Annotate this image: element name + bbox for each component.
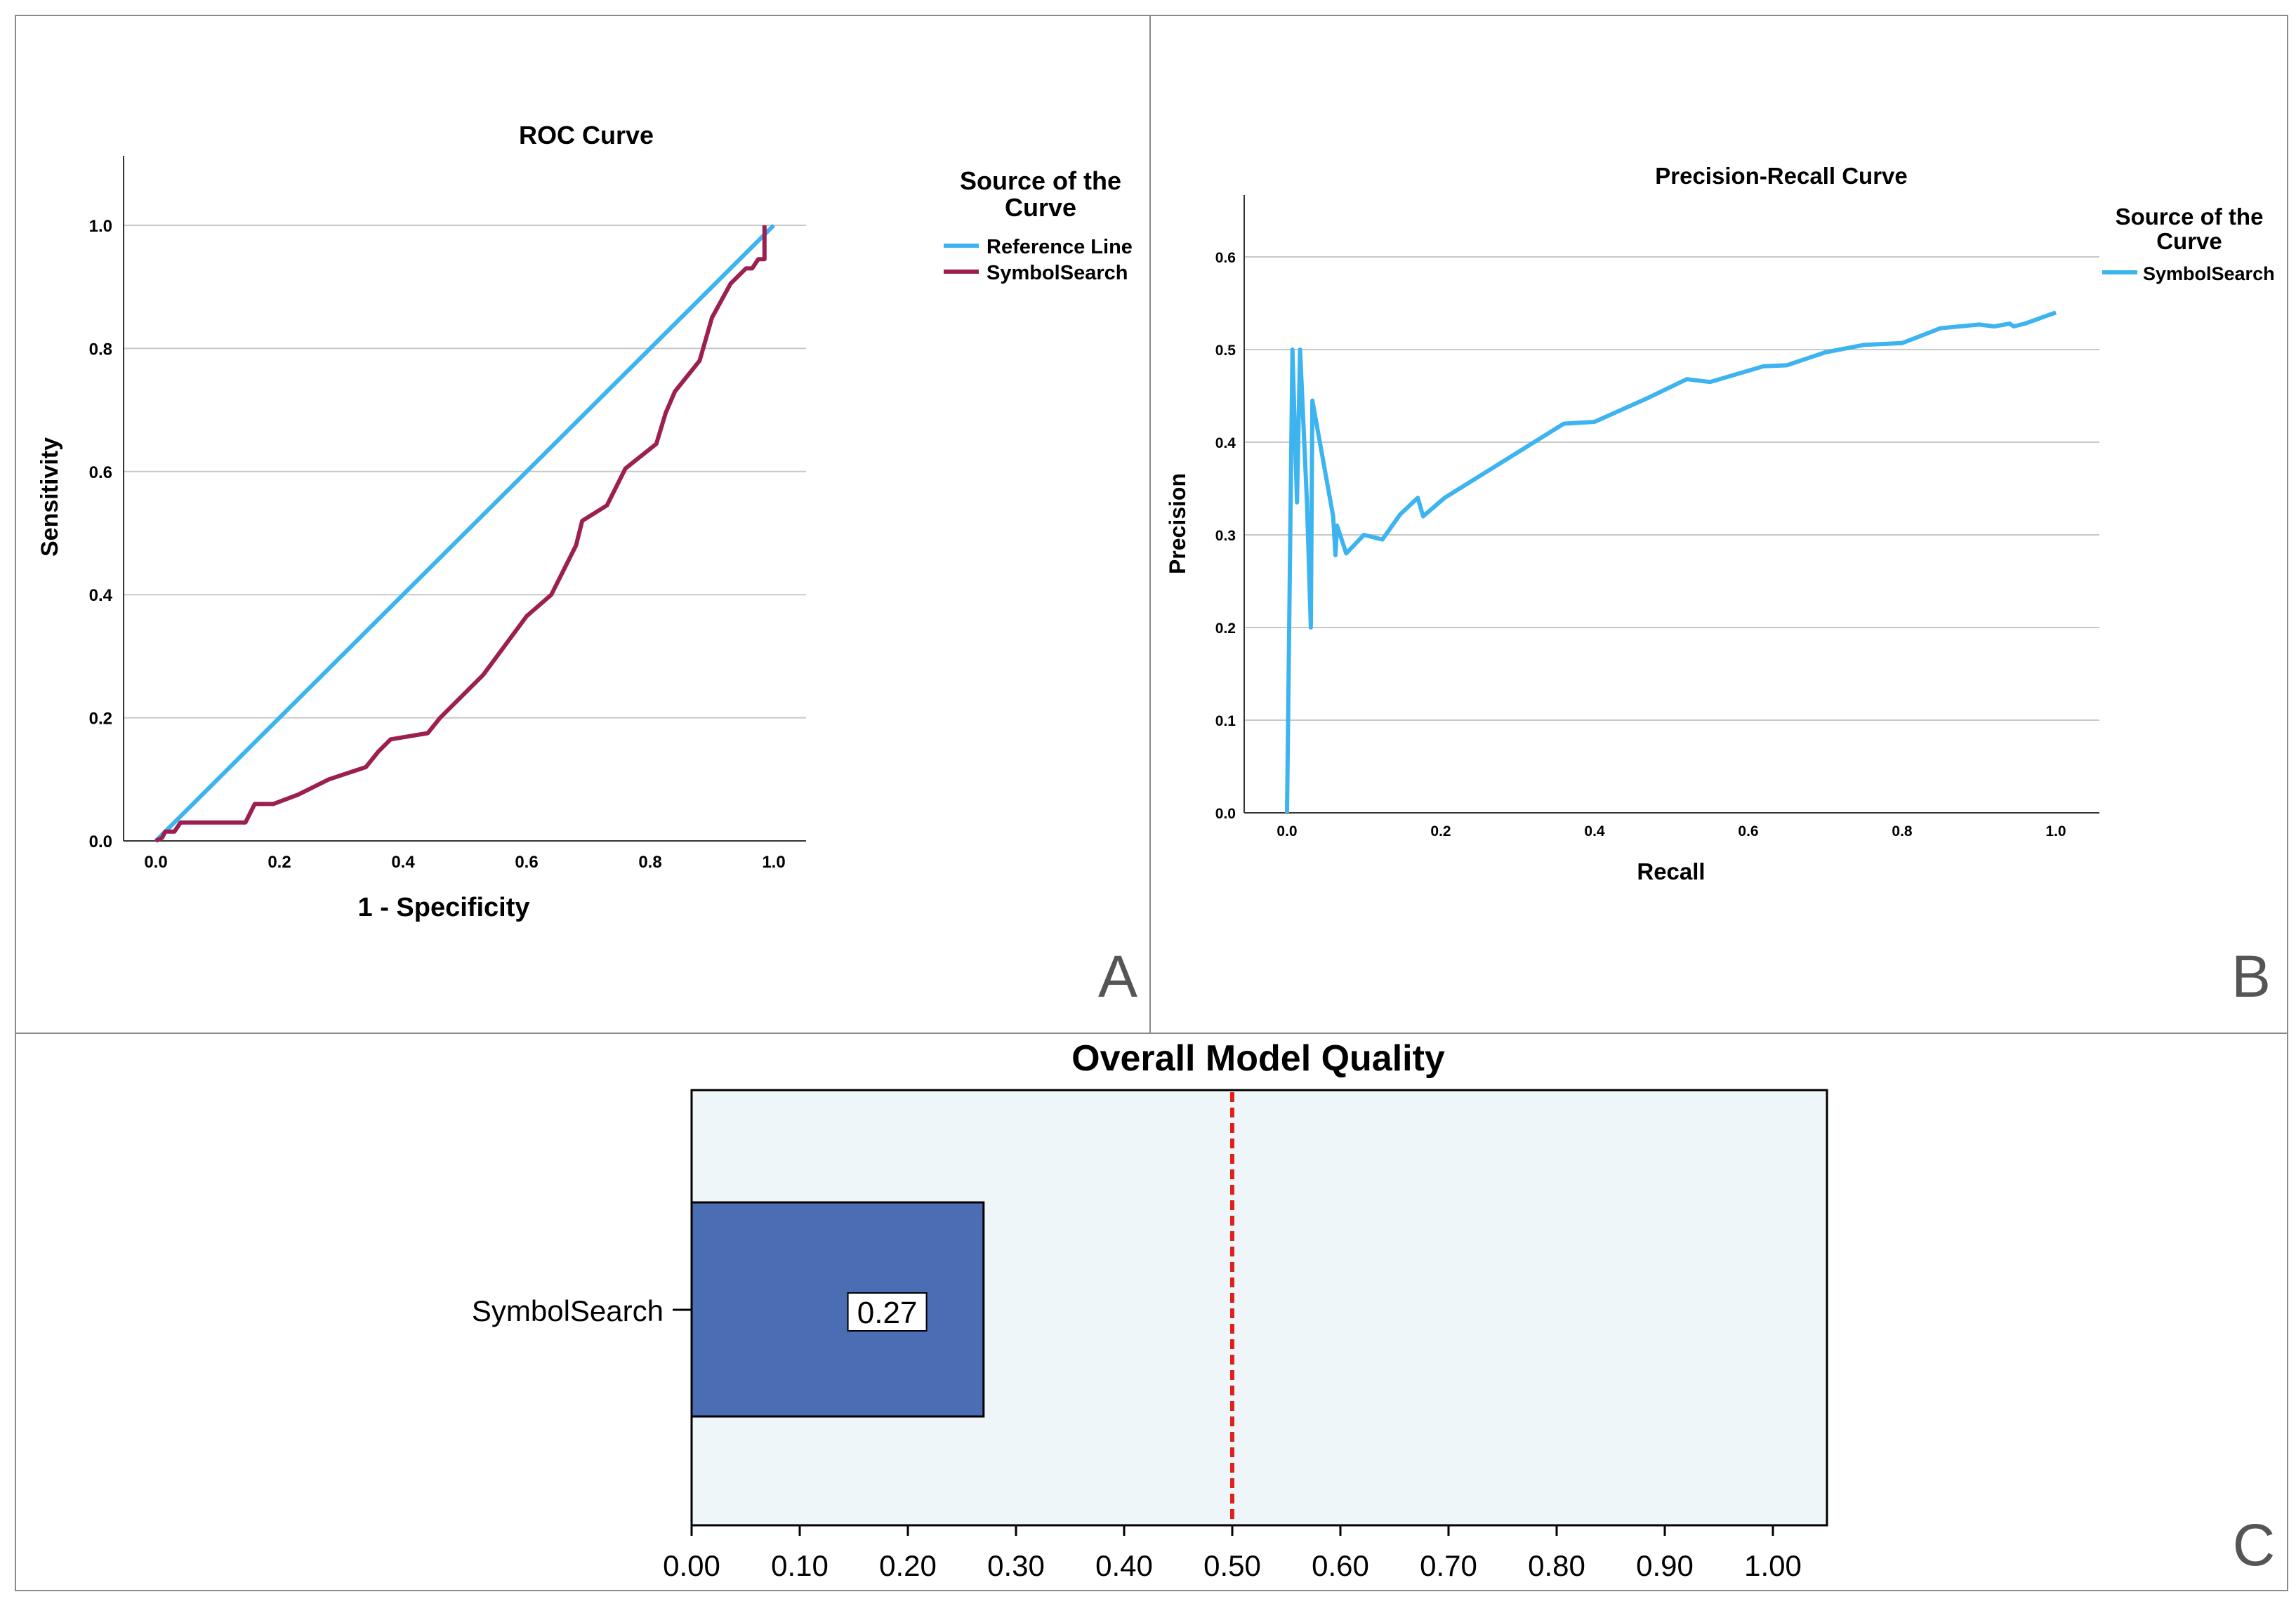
quality-x-tick-label: 0.30: [987, 1549, 1045, 1582]
roc-symbolsearch-line: [154, 225, 767, 843]
panel-letter-c: C: [2233, 1512, 2276, 1578]
roc-x-tick-label: 0.0: [144, 853, 167, 872]
quality-x-tick-label: 0.50: [1203, 1549, 1261, 1582]
pr-title: Precision-Recall Curve: [1655, 163, 1908, 189]
pr-series: [1285, 310, 2057, 814]
roc-y-label: Sensitivity: [37, 437, 63, 557]
quality-ticks: SymbolSearch 0.00 0.10 0.20 0.30 0.40 0.50 0.60…: [472, 1294, 1802, 1582]
quality-data-label: 0.27: [857, 1296, 918, 1330]
figure-frame: [15, 15, 2288, 1591]
pr-x-tick-label: 0.6: [1738, 823, 1758, 839]
roc-y-tick-label: 0.4: [89, 586, 113, 605]
pr-x-label: Recall: [1637, 858, 1705, 884]
pr-symbolsearch-line: [1285, 310, 2057, 814]
quality-x-tick-label: 0.00: [663, 1549, 720, 1582]
roc-y-tick-label: 0.2: [89, 710, 112, 729]
quality-bar: [690, 1201, 985, 1418]
quality-x-tick-label: 1.00: [1744, 1549, 1802, 1582]
pr-y-tick-label: 0.3: [1215, 528, 1236, 544]
pr-y-tick-label: 0.0: [1215, 806, 1236, 822]
pr-legend-label-symbolsearch: SymbolSearch: [2143, 263, 2275, 284]
roc-panel: ROC Curve 0.0 0.2 0.4 0.6 0.8 1.0 0.0 0.2 0.4 0.6…: [37, 121, 1137, 1009]
pr-ticks: 0.0 0.1 0.2 0.3 0.4 0.5 0.6 0.0 0.2 0.4 0.6 0.8 1.0: [1215, 250, 2066, 839]
pr-x-tick-label: 0.2: [1430, 823, 1451, 839]
pr-y-tick-label: 0.5: [1215, 343, 1236, 359]
pr-y-tick-label: 0.2: [1215, 620, 1236, 637]
quality-bars: 0.27: [690, 1092, 1234, 1523]
roc-y-tick-label: 1.0: [89, 217, 112, 236]
roc-legend-title-line1: Source of the: [960, 166, 1121, 195]
quality-category-label: SymbolSearch: [472, 1294, 664, 1327]
pr-legend-title-line1: Source of the: [2116, 204, 2264, 230]
roc-x-label: 1 - Specificity: [358, 893, 530, 922]
roc-y-tick-label: 0.8: [89, 340, 112, 359]
roc-x-tick-label: 0.6: [515, 853, 538, 872]
pr-x-tick-label: 0.8: [1892, 823, 1913, 839]
pr-gridlines: [1244, 256, 2099, 721]
quality-x-tick-label: 0.80: [1528, 1549, 1585, 1582]
quality-panel: Overall Model Quality 0.27 SymbolSearch 0…: [472, 1038, 2275, 1582]
pr-y-tick-label: 0.1: [1215, 713, 1236, 729]
pr-panel: Precision-Recall Curve 0.00.10.20.30.40.…: [1165, 163, 2275, 1009]
panel-letter-a: A: [1098, 943, 1137, 1009]
quality-x-tick-label: 0.90: [1636, 1549, 1694, 1582]
roc-y-tick-label: 0.0: [89, 832, 112, 851]
roc-legend-title-line2: Curve: [1005, 193, 1076, 222]
roc-x-tick-label: 0.4: [391, 853, 415, 872]
roc-ticks: 0.0 0.2 0.4 0.6 0.8 1.0 0.0 0.2 0.4 0.6 0.8 1.0: [89, 217, 786, 872]
roc-reference-line: [154, 223, 776, 843]
quality-title: Overall Model Quality: [1071, 1038, 1445, 1079]
roc-x-tick-label: 1.0: [762, 853, 785, 872]
pr-x-tick-label: 0.4: [1584, 823, 1605, 839]
quality-x-tick-label: 0.70: [1420, 1549, 1477, 1582]
quality-x-tick-label: 0.60: [1312, 1549, 1369, 1582]
roc-title: ROC Curve: [519, 121, 654, 150]
roc-series: [154, 223, 776, 843]
roc-legend-label-symbolsearch: SymbolSearch: [987, 262, 1128, 284]
quality-x-tick-label: 0.40: [1095, 1549, 1153, 1582]
roc-y-tick-label: 0.6: [89, 463, 112, 482]
roc-legend-label-reference: Reference Line: [987, 236, 1133, 258]
roc-x-tick-label: 0.2: [268, 853, 291, 872]
panel-letter-b: B: [2231, 943, 2271, 1009]
quality-x-tick-label: 0.20: [879, 1549, 937, 1582]
pr-x-tick-label: 0.0: [1276, 823, 1297, 839]
quality-x-tick-label: 0.10: [771, 1549, 829, 1582]
pr-y-label: Precision: [1165, 473, 1190, 574]
quality-data-label-box: [847, 1292, 928, 1332]
roc-gridlines: [124, 225, 806, 719]
pr-x-tick-label: 1.0: [2045, 823, 2066, 839]
pr-y-tick-label: 0.6: [1215, 250, 1236, 266]
roc-x-tick-label: 0.8: [638, 853, 661, 872]
pr-y-tick-label: 0.4: [1215, 435, 1236, 451]
pr-legend-title-line2: Curve: [2156, 228, 2222, 254]
